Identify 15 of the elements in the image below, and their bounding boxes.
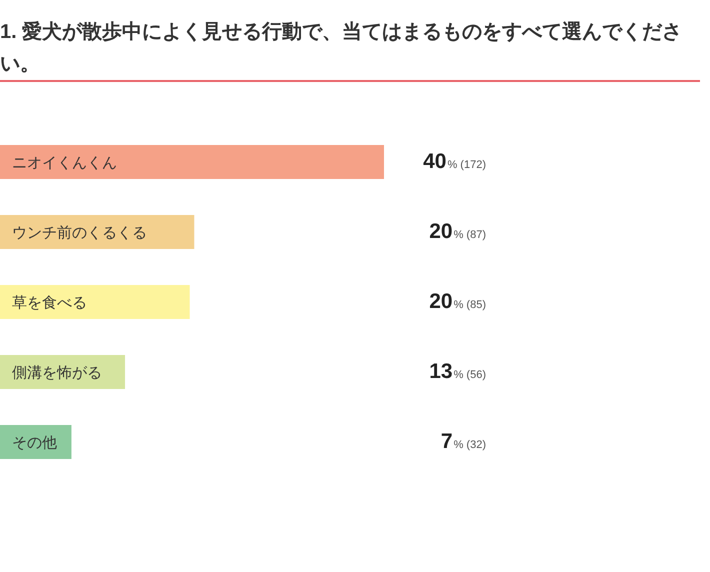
bar [0,145,384,179]
bar [0,215,194,249]
y-tick-label: ウンチ前のくるくる [12,224,147,242]
bar [0,285,190,319]
chart-title: 1. 愛犬が散歩中によく見せる行動で、当てはまるものをすべて選んでください。 [0,16,700,82]
y-tick-label: ニオイくんくん [12,154,117,172]
y-tick-label: その他 [12,434,57,452]
data-label: 20% (87) [429,220,486,243]
y-tick-label: 草を食べる [12,294,87,312]
y-tick-label: 側溝を怖がる [12,364,102,382]
data-label: 40% (172) [423,150,486,173]
bar [0,425,72,459]
data-label: 7% (32) [440,430,486,453]
data-label: 20% (85) [429,290,486,313]
data-label: 13% (56) [429,360,486,383]
